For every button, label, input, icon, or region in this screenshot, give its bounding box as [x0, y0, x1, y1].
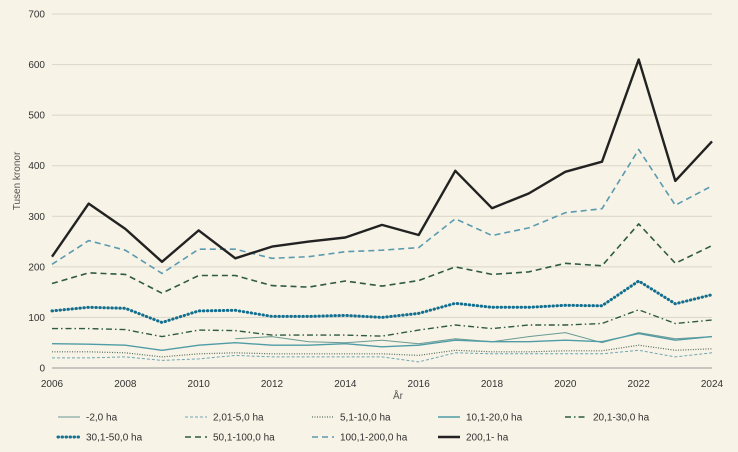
y-tick-label: 100 — [28, 313, 45, 324]
x-tick-label: 2024 — [701, 379, 724, 390]
legend-label-1: 2,01-5,0 ha — [213, 413, 264, 424]
legend-label-4: 20,1-30,0 ha — [593, 413, 650, 424]
series-line-6 — [51, 223, 713, 294]
x-tick-label: 2016 — [408, 379, 431, 390]
y-axis-label: Tusen kronor — [12, 151, 23, 210]
legend-label-0: -2,0 ha — [86, 413, 118, 424]
x-tick-label: 2014 — [334, 379, 357, 390]
legend-label-8: 200,1- ha — [466, 433, 509, 444]
x-tick-label: 2006 — [41, 379, 64, 390]
legend-label-6: 50,1-100,0 ha — [213, 433, 275, 444]
y-tick-label: 400 — [28, 161, 45, 172]
series-line-3 — [51, 332, 713, 351]
series-line-1 — [52, 349, 713, 363]
legend-label-5: 30,1-50,0 ha — [86, 433, 143, 444]
legend-label-3: 10,1-20,0 ha — [466, 413, 523, 424]
series-line-2 — [52, 344, 713, 358]
legend-label-2: 5,1-10,0 ha — [340, 413, 391, 424]
y-tick-label: 200 — [28, 262, 45, 273]
x-tick-label: 2008 — [114, 379, 137, 390]
x-tick-label: 2020 — [554, 379, 577, 390]
x-tick-label: 2010 — [188, 379, 211, 390]
legend-label-7: 100,1-200,0 ha — [340, 433, 408, 444]
y-tick-label: 0 — [39, 364, 45, 375]
y-tick-label: 500 — [28, 111, 45, 122]
series-line-4 — [52, 309, 713, 338]
x-tick-label: 2018 — [481, 379, 504, 390]
y-tick-label: 700 — [28, 10, 45, 21]
y-tick-label: 300 — [28, 212, 45, 223]
x-tick-label: 2012 — [261, 379, 284, 390]
series-line-5 — [50, 279, 714, 324]
x-axis-label: År — [393, 389, 404, 402]
series-line-7 — [51, 148, 713, 275]
y-tick-label: 600 — [28, 60, 45, 71]
x-tick-label: 2022 — [628, 379, 651, 390]
series-line-8 — [51, 58, 713, 263]
